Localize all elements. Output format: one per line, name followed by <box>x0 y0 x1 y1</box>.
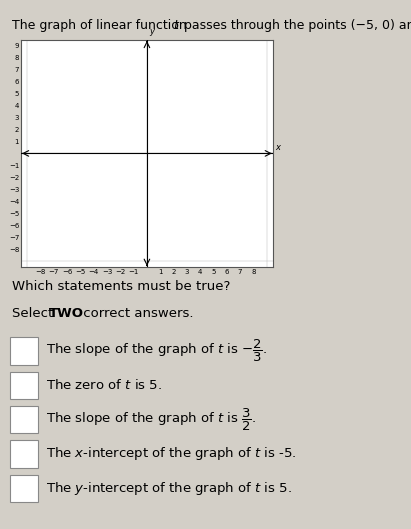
Text: The zero of $t$ is 5.: The zero of $t$ is 5. <box>46 378 162 393</box>
Text: passes through the points (−5, 0) and (1, 6).: passes through the points (−5, 0) and (1… <box>180 19 411 32</box>
Text: Select: Select <box>12 307 58 320</box>
Text: TWO: TWO <box>48 307 83 320</box>
Text: The $x$-intercept of the graph of $t$ is -5.: The $x$-intercept of the graph of $t$ is… <box>46 445 297 462</box>
Text: B: B <box>21 380 28 390</box>
Text: E: E <box>21 484 28 493</box>
Text: The $y$-intercept of the graph of $t$ is 5.: The $y$-intercept of the graph of $t$ is… <box>46 480 292 497</box>
Text: The slope of the graph of $t$ is $-\dfrac{2}{3}$.: The slope of the graph of $t$ is $-\dfra… <box>46 338 268 364</box>
Text: C: C <box>21 415 28 425</box>
Text: $x$: $x$ <box>275 143 282 152</box>
Text: correct answers.: correct answers. <box>79 307 194 320</box>
Text: $y$: $y$ <box>149 28 156 39</box>
Text: D: D <box>20 449 28 459</box>
Text: The graph of linear function: The graph of linear function <box>12 19 191 32</box>
Text: The slope of the graph of $t$ is $\dfrac{3}{2}$.: The slope of the graph of $t$ is $\dfrac… <box>46 407 257 433</box>
Text: A: A <box>21 346 28 356</box>
Text: Which statements must be true?: Which statements must be true? <box>12 280 231 294</box>
Text: t: t <box>173 19 178 32</box>
